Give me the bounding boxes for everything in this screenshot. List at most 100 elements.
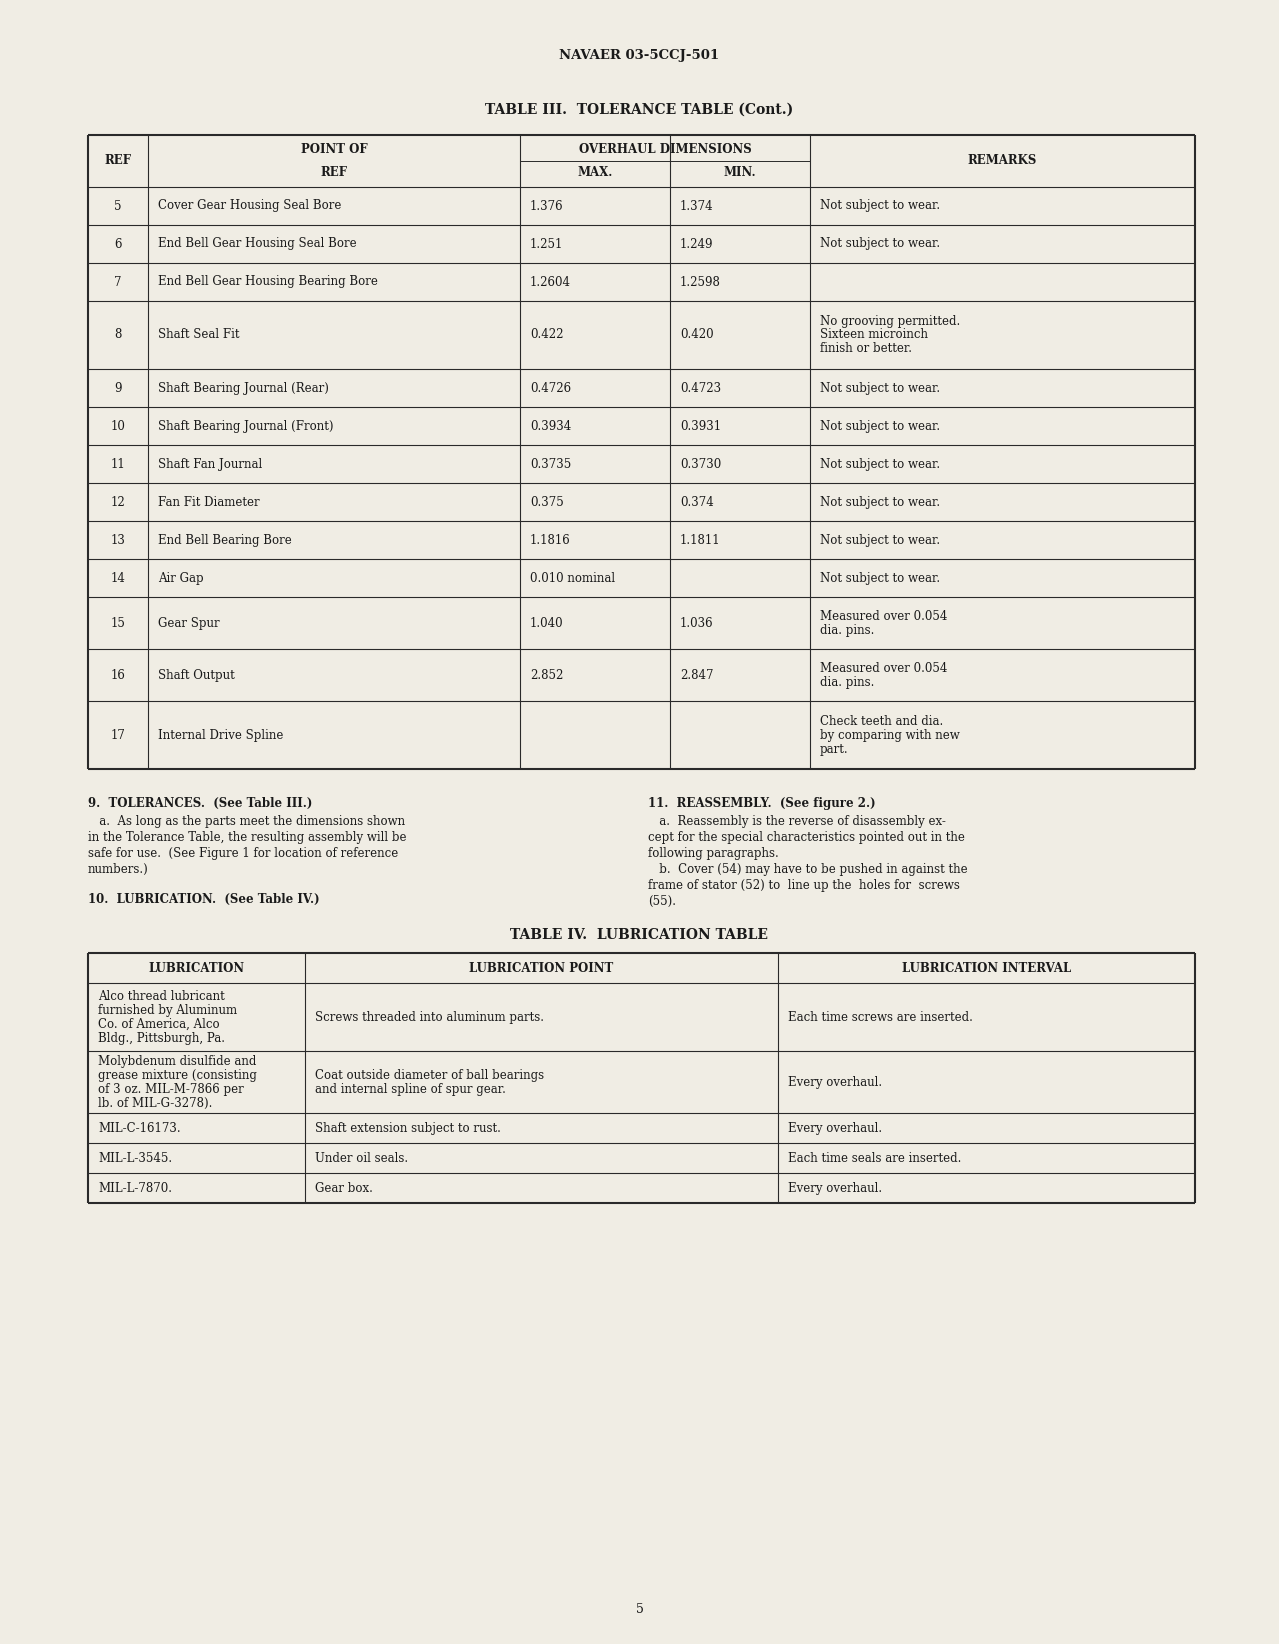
Text: furnished by Aluminum: furnished by Aluminum bbox=[98, 1003, 237, 1016]
Text: TABLE IV.  LUBRICATION TABLE: TABLE IV. LUBRICATION TABLE bbox=[510, 927, 769, 942]
Text: in the Tolerance Table, the resulting assembly will be: in the Tolerance Table, the resulting as… bbox=[88, 830, 407, 843]
Text: Coat outside diameter of ball bearings: Coat outside diameter of ball bearings bbox=[315, 1069, 544, 1082]
Text: 0.3931: 0.3931 bbox=[680, 419, 721, 432]
Text: 0.422: 0.422 bbox=[530, 329, 564, 342]
Text: Under oil seals.: Under oil seals. bbox=[315, 1151, 408, 1164]
Text: 0.374: 0.374 bbox=[680, 495, 714, 508]
Text: Measured over 0.054: Measured over 0.054 bbox=[820, 610, 948, 623]
Text: 0.3735: 0.3735 bbox=[530, 457, 572, 470]
Text: Co. of America, Alco: Co. of America, Alco bbox=[98, 1018, 220, 1031]
Text: End Bell Bearing Bore: End Bell Bearing Bore bbox=[159, 534, 292, 546]
Text: POINT OF: POINT OF bbox=[301, 143, 367, 156]
Text: a.  Reassembly is the reverse of disassembly ex-: a. Reassembly is the reverse of disassem… bbox=[648, 815, 946, 829]
Text: cept for the special characteristics pointed out in the: cept for the special characteristics poi… bbox=[648, 830, 964, 843]
Text: 9: 9 bbox=[114, 381, 122, 395]
Text: Not subject to wear.: Not subject to wear. bbox=[820, 381, 940, 395]
Text: Cover Gear Housing Seal Bore: Cover Gear Housing Seal Bore bbox=[159, 199, 341, 212]
Text: MIL-L-7870.: MIL-L-7870. bbox=[98, 1182, 171, 1195]
Text: LUBRICATION INTERVAL: LUBRICATION INTERVAL bbox=[902, 962, 1071, 975]
Text: dia. pins.: dia. pins. bbox=[820, 623, 875, 636]
Text: Molybdenum disulfide and: Molybdenum disulfide and bbox=[98, 1054, 256, 1067]
Text: Shaft Fan Journal: Shaft Fan Journal bbox=[159, 457, 262, 470]
Text: 0.420: 0.420 bbox=[680, 329, 714, 342]
Text: 1.376: 1.376 bbox=[530, 199, 564, 212]
Text: 13: 13 bbox=[110, 534, 125, 546]
Text: 7: 7 bbox=[114, 276, 122, 288]
Text: End Bell Gear Housing Seal Bore: End Bell Gear Housing Seal Bore bbox=[159, 237, 357, 250]
Text: 2.852: 2.852 bbox=[530, 669, 563, 682]
Text: 2.847: 2.847 bbox=[680, 669, 714, 682]
Text: 9.  TOLERANCES.  (See Table III.): 9. TOLERANCES. (See Table III.) bbox=[88, 797, 312, 810]
Text: 1.249: 1.249 bbox=[680, 237, 714, 250]
Text: Check teeth and dia.: Check teeth and dia. bbox=[820, 715, 943, 728]
Text: MIN.: MIN. bbox=[724, 166, 756, 179]
Text: 0.010 nominal: 0.010 nominal bbox=[530, 572, 615, 585]
Text: 16: 16 bbox=[110, 669, 125, 682]
Text: REMARKS: REMARKS bbox=[968, 155, 1037, 168]
Text: finish or better.: finish or better. bbox=[820, 342, 912, 355]
Text: b.  Cover (54) may have to be pushed in against the: b. Cover (54) may have to be pushed in a… bbox=[648, 863, 968, 876]
Text: safe for use.  (See Figure 1 for location of reference: safe for use. (See Figure 1 for location… bbox=[88, 847, 398, 860]
Text: Shaft Output: Shaft Output bbox=[159, 669, 235, 682]
Text: TABLE III.  TOLERANCE TABLE (Cont.): TABLE III. TOLERANCE TABLE (Cont.) bbox=[485, 104, 794, 117]
Text: Screws threaded into aluminum parts.: Screws threaded into aluminum parts. bbox=[315, 1011, 544, 1024]
Text: Not subject to wear.: Not subject to wear. bbox=[820, 572, 940, 585]
Text: Not subject to wear.: Not subject to wear. bbox=[820, 495, 940, 508]
Text: Not subject to wear.: Not subject to wear. bbox=[820, 534, 940, 546]
Text: 1.1816: 1.1816 bbox=[530, 534, 570, 546]
Text: 1.374: 1.374 bbox=[680, 199, 714, 212]
Text: Shaft Seal Fit: Shaft Seal Fit bbox=[159, 329, 239, 342]
Text: 5: 5 bbox=[114, 199, 122, 212]
Text: Internal Drive Spline: Internal Drive Spline bbox=[159, 728, 284, 741]
Text: of 3 oz. MIL-M-7866 per: of 3 oz. MIL-M-7866 per bbox=[98, 1082, 244, 1095]
Text: MIL-L-3545.: MIL-L-3545. bbox=[98, 1151, 173, 1164]
Text: Shaft Bearing Journal (Front): Shaft Bearing Journal (Front) bbox=[159, 419, 334, 432]
Text: Not subject to wear.: Not subject to wear. bbox=[820, 457, 940, 470]
Text: 1.251: 1.251 bbox=[530, 237, 563, 250]
Text: Not subject to wear.: Not subject to wear. bbox=[820, 419, 940, 432]
Text: Not subject to wear.: Not subject to wear. bbox=[820, 237, 940, 250]
Text: LUBRICATION POINT: LUBRICATION POINT bbox=[469, 962, 614, 975]
Text: 0.4723: 0.4723 bbox=[680, 381, 721, 395]
Text: Alco thread lubricant: Alco thread lubricant bbox=[98, 990, 225, 1003]
Text: Every overhaul.: Every overhaul. bbox=[788, 1121, 883, 1134]
Text: MAX.: MAX. bbox=[577, 166, 613, 179]
Text: 10.  LUBRICATION.  (See Table IV.): 10. LUBRICATION. (See Table IV.) bbox=[88, 893, 320, 906]
Text: End Bell Gear Housing Bearing Bore: End Bell Gear Housing Bearing Bore bbox=[159, 276, 377, 288]
Text: lb. of MIL-G-3278).: lb. of MIL-G-3278). bbox=[98, 1097, 212, 1110]
Text: REF: REF bbox=[321, 166, 348, 179]
Text: 0.375: 0.375 bbox=[530, 495, 564, 508]
Text: 12: 12 bbox=[110, 495, 125, 508]
Text: 15: 15 bbox=[110, 616, 125, 630]
Text: 6: 6 bbox=[114, 237, 122, 250]
Text: 11: 11 bbox=[110, 457, 125, 470]
Text: part.: part. bbox=[820, 743, 849, 756]
Text: 1.1811: 1.1811 bbox=[680, 534, 720, 546]
Text: Each time seals are inserted.: Each time seals are inserted. bbox=[788, 1151, 962, 1164]
Text: Gear box.: Gear box. bbox=[315, 1182, 373, 1195]
Text: Shaft extension subject to rust.: Shaft extension subject to rust. bbox=[315, 1121, 501, 1134]
Text: No grooving permitted.: No grooving permitted. bbox=[820, 314, 961, 327]
Text: 17: 17 bbox=[110, 728, 125, 741]
Text: Gear Spur: Gear Spur bbox=[159, 616, 220, 630]
Text: LUBRICATION: LUBRICATION bbox=[148, 962, 244, 975]
Text: (55).: (55). bbox=[648, 894, 677, 907]
Text: 1.2598: 1.2598 bbox=[680, 276, 721, 288]
Text: 11.  REASSEMBLY.  (See figure 2.): 11. REASSEMBLY. (See figure 2.) bbox=[648, 797, 876, 810]
Text: 5: 5 bbox=[636, 1603, 643, 1616]
Text: Each time screws are inserted.: Each time screws are inserted. bbox=[788, 1011, 973, 1024]
Text: 0.3934: 0.3934 bbox=[530, 419, 572, 432]
Text: 0.4726: 0.4726 bbox=[530, 381, 572, 395]
Text: following paragraphs.: following paragraphs. bbox=[648, 847, 779, 860]
Text: Shaft Bearing Journal (Rear): Shaft Bearing Journal (Rear) bbox=[159, 381, 329, 395]
Text: Sixteen microinch: Sixteen microinch bbox=[820, 329, 929, 342]
Text: Not subject to wear.: Not subject to wear. bbox=[820, 199, 940, 212]
Text: Measured over 0.054: Measured over 0.054 bbox=[820, 661, 948, 674]
Text: Bldg., Pittsburgh, Pa.: Bldg., Pittsburgh, Pa. bbox=[98, 1031, 225, 1044]
Text: OVERHAUL DIMENSIONS: OVERHAUL DIMENSIONS bbox=[578, 143, 751, 156]
Text: REF: REF bbox=[105, 155, 132, 168]
Text: Every overhaul.: Every overhaul. bbox=[788, 1182, 883, 1195]
Text: numbers.): numbers.) bbox=[88, 863, 148, 876]
Text: by comparing with new: by comparing with new bbox=[820, 728, 959, 741]
Text: frame of stator (52) to  line up the  holes for  screws: frame of stator (52) to line up the hole… bbox=[648, 880, 959, 893]
